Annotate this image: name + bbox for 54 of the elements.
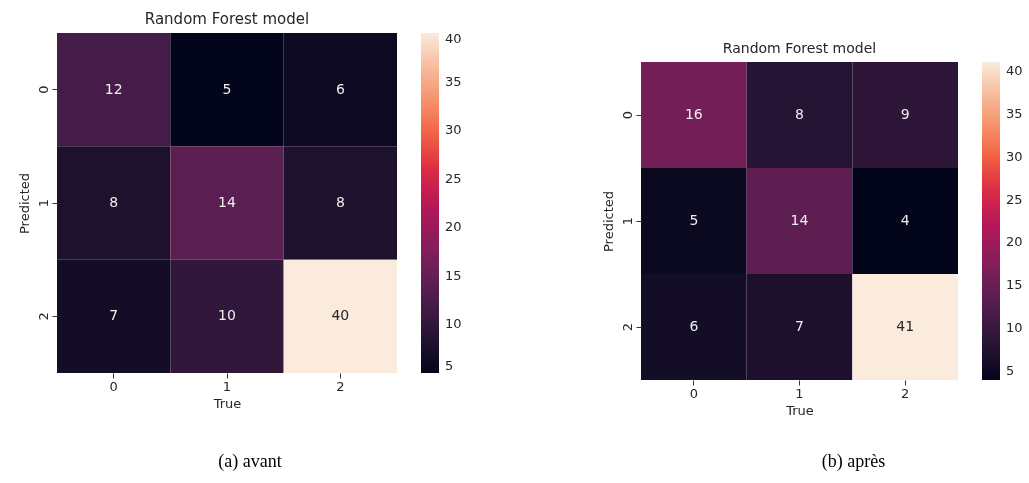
- color-bar-label: 40: [445, 31, 462, 46]
- color-bar-label: 5: [445, 358, 454, 373]
- data-label: 8: [335, 194, 345, 210]
- color-bar-label: 35: [1006, 105, 1023, 121]
- x-tick-label: 1: [222, 378, 232, 394]
- color-bar-label: 35: [445, 73, 462, 89]
- data-label: 14: [790, 212, 809, 228]
- data-label: 8: [109, 194, 119, 210]
- x-tick-label: 0: [109, 378, 118, 394]
- x-axis-title: True: [785, 402, 814, 418]
- x-tick-label: 1: [795, 385, 804, 401]
- data-label: 6: [335, 80, 345, 97]
- text: (a) avant: [218, 451, 282, 472]
- data-label: 12: [104, 80, 123, 97]
- color-bar-label: 10: [1006, 320, 1023, 336]
- color-bar-label: 30: [1006, 148, 1023, 164]
- chart-title: Random Forest model: [722, 40, 877, 56]
- y-tick-label: 2: [35, 312, 51, 321]
- y-axis-title: Predicted: [600, 190, 616, 253]
- chart-title: Random Forest model: [144, 10, 310, 28]
- y-tick-label: 2: [619, 322, 635, 332]
- color-bar-label: 25: [445, 170, 462, 186]
- color-bar-label: 40: [1006, 62, 1023, 78]
- color-bar-label: 5: [1006, 363, 1015, 379]
- color-bar-label: 15: [1006, 277, 1023, 293]
- data-label: 7: [795, 318, 804, 334]
- data-label: 16: [684, 106, 703, 122]
- y-tick-label: 0: [619, 110, 635, 120]
- color-bar-label: 25: [1006, 191, 1023, 207]
- data-label: 8: [795, 106, 804, 122]
- data-label: 6: [689, 318, 699, 334]
- data-label: 5: [222, 80, 232, 97]
- data-label: 40: [331, 307, 350, 324]
- x-tick-label: 2: [901, 385, 910, 401]
- data-label: 5: [689, 212, 699, 228]
- text: (b) après: [821, 451, 886, 472]
- y-tick-label: 1: [35, 198, 51, 208]
- x-tick-label: 0: [689, 385, 698, 401]
- x-axis-title: True: [212, 395, 242, 411]
- y-axis-title: Predicted: [16, 172, 32, 235]
- y-tick-label: 0: [35, 85, 51, 94]
- data-label: 7: [109, 307, 119, 324]
- y-tick-label: 1: [619, 216, 635, 226]
- color-bar-label: 10: [445, 316, 462, 332]
- color-bar-label: 15: [445, 267, 462, 283]
- color-bar-label: 20: [445, 219, 462, 235]
- data-label: 41: [896, 318, 915, 334]
- data-label: 9: [900, 106, 910, 122]
- data-label: 4: [900, 212, 910, 228]
- color-bar-label: 30: [445, 122, 462, 138]
- color-bar-label: 20: [1006, 234, 1023, 250]
- x-tick-label: 2: [336, 378, 345, 394]
- data-label: 14: [218, 194, 236, 210]
- data-label: 10: [218, 307, 236, 324]
